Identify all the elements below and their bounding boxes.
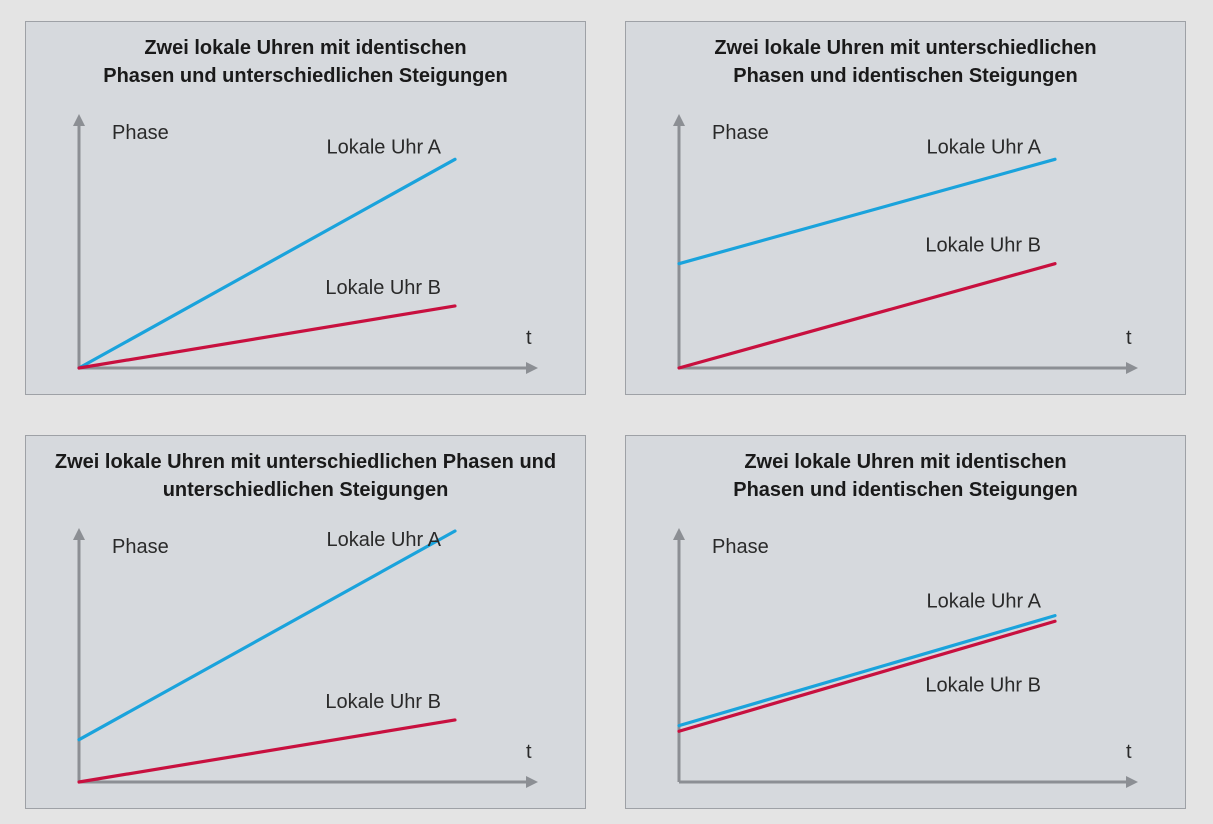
chart-panel: Zwei lokale Uhren mit unterschiedlichen … [625,21,1186,395]
series-line-clock-a [677,157,1057,266]
series-label-clock-b: Lokale Uhr B [925,235,1041,257]
y-axis-arrowhead [673,528,685,540]
chart-panel: Zwei lokale Uhren mit identischen Phasen… [25,21,586,395]
chart-panel: Zwei lokale Uhren mit identischen Phasen… [625,435,1186,809]
y-axis-label: Phase [112,536,169,558]
series-label-clock-a: Lokale Uhr A [926,136,1041,158]
y-axis-arrowhead [673,114,685,126]
line-chart: Phase t Lokale Uhr A Lokale Uhr B [73,528,538,788]
x-axis-arrowhead [526,362,538,374]
x-axis-label: t [1126,741,1132,763]
y-axis-label: Phase [712,536,769,558]
chart-title-line: Zwei lokale Uhren mit identischen [144,37,467,59]
y-axis-label: Phase [712,122,769,144]
chart-title: Zwei lokale Uhren mit identischen Phasen… [626,448,1185,504]
y-axis-arrowhead [73,114,85,126]
series-label-clock-a: Lokale Uhr A [326,529,441,551]
x-axis-arrowhead [526,776,538,788]
x-axis-label: t [526,327,532,349]
chart-title-line: Phasen und identischen Steigungen [733,65,1078,87]
chart-title: Zwei lokale Uhren mit identischen Phasen… [26,34,585,90]
series-line-clock-b [677,262,1057,370]
chart-title-line: Phasen und unterschiedlichen Steigungen [103,65,508,87]
series-line-clock-a [77,529,457,742]
y-axis-label: Phase [112,122,169,144]
chart-title-line: Phasen und identischen Steigungen [733,479,1078,501]
line-chart: Phase t Lokale Uhr A Lokale Uhr B [73,114,538,374]
x-axis-arrowhead [1126,776,1138,788]
chart-title: Zwei lokale Uhren mit unterschiedlichen … [626,34,1185,90]
chart-panel: Zwei lokale Uhren mit unterschiedlichen … [25,435,586,809]
chart-title-line: Zwei lokale Uhren mit unterschiedlichen … [54,451,557,473]
x-axis-label: t [526,741,532,763]
series-line-clock-a [77,157,457,370]
line-chart: Phase t Lokale Uhr A Lokale Uhr B [673,114,1138,374]
chart-title-line: unterschiedlichen Steigungen [162,479,449,501]
chart-title: Zwei lokale Uhren mit unterschiedlichen … [26,448,585,504]
series-label-clock-b: Lokale Uhr B [325,277,441,299]
chart-title-line: Zwei lokale Uhren mit identischen [744,451,1067,473]
x-axis-arrowhead [1126,362,1138,374]
series-label-clock-b: Lokale Uhr B [325,691,441,713]
line-chart: Phase t Lokale Uhr A Lokale Uhr B [673,528,1138,788]
series-line-clock-a [677,614,1057,728]
chart-title-line: Zwei lokale Uhren mit unterschiedlichen [714,37,1097,59]
series-line-clock-b [77,718,457,784]
x-axis-label: t [1126,327,1132,349]
series-label-clock-a: Lokale Uhr A [326,136,441,158]
y-axis-arrowhead [73,528,85,540]
series-label-clock-a: Lokale Uhr A [926,591,1041,613]
series-label-clock-b: Lokale Uhr B [925,674,1041,696]
series-line-clock-b [77,304,457,370]
series-line-clock-b [677,619,1057,733]
